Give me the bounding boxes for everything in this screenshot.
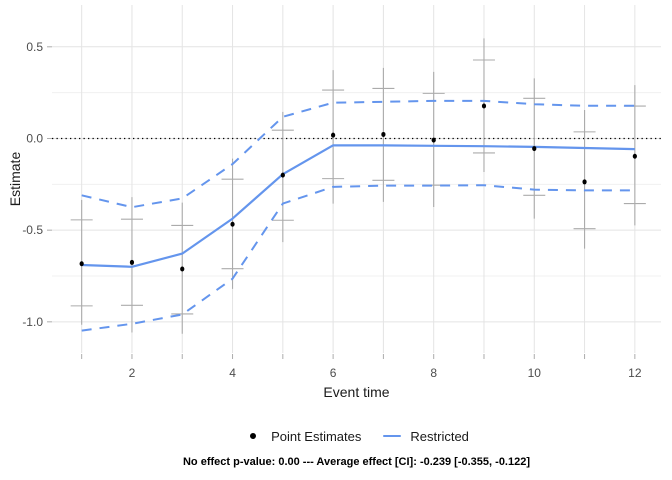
- restricted-ci-dashed-lines: [81, 99, 635, 332]
- y-tick-label: 0.5: [26, 40, 43, 54]
- y-tick-label: 0.0: [26, 131, 43, 145]
- x-tick-label: 8: [430, 366, 437, 380]
- restricted-line: [81, 144, 635, 268]
- axes: 2 4 6 8 10 12 0.5 0.0 -0.5 -1.0: [22, 40, 642, 380]
- ci-inner-caps: [70, 59, 646, 315]
- x-tick-label: 10: [528, 366, 542, 380]
- y-tick-label: -0.5: [22, 223, 43, 237]
- event-study-plot: 2 4 6 8 10 12 0.5 0.0 -0.5 -1.0: [22, 5, 661, 380]
- caption: No effect p-value: 0.00 --- Average effe…: [182, 456, 531, 468]
- y-tick-label: -1.0: [22, 315, 43, 329]
- x-tick-label: 6: [330, 366, 337, 380]
- y-axis-title: Estimate: [7, 151, 23, 207]
- point-marker-icon: [250, 433, 257, 439]
- legend: Point Estimates Restricted: [52, 427, 661, 445]
- legend-item-restricted: Restricted: [383, 429, 469, 444]
- gridlines: [52, 5, 661, 353]
- line-marker-icon: [383, 434, 402, 438]
- x-tick-label: 12: [628, 366, 642, 380]
- point-estimates: [79, 103, 637, 272]
- legend-label-restricted: Restricted: [410, 428, 469, 444]
- x-axis-title: Event time: [323, 384, 390, 400]
- legend-key: [383, 429, 402, 443]
- x-tick-label: 2: [129, 366, 136, 380]
- x-tick-label: 4: [229, 366, 236, 380]
- y-axis-title-wrap: Estimate: [0, 5, 30, 353]
- legend-item-point-estimates: Point Estimates: [244, 429, 361, 444]
- legend-label-point-estimates: Point Estimates: [271, 428, 362, 444]
- legend-key: [244, 429, 262, 443]
